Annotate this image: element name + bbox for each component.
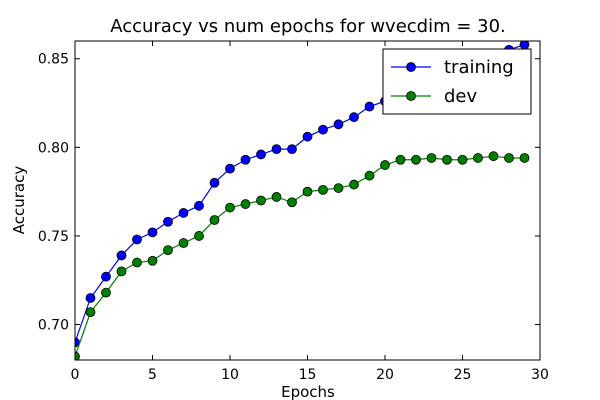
x-tick-label: 5: [148, 367, 157, 383]
data-point-dev-11: [240, 199, 251, 209]
legend-label-training: training: [444, 57, 514, 78]
data-point-training-4: [132, 234, 142, 245]
data-point-training-8: [194, 200, 204, 211]
data-point-dev-18: [349, 179, 359, 190]
data-point-dev-6: [163, 245, 173, 256]
data-point-dev-26: [473, 153, 483, 163]
data-point-training-11: [240, 154, 251, 165]
y-tick-label: 0.70: [38, 318, 69, 334]
data-point-dev-16: [318, 184, 328, 195]
x-tick-label: 15: [299, 367, 317, 383]
data-point-dev-19: [364, 170, 375, 181]
data-point-dev-23: [426, 153, 437, 163]
data-point-training-19: [364, 101, 375, 112]
data-point-dev-15: [302, 186, 313, 197]
legend: training dev: [382, 48, 532, 115]
data-point-training-3: [116, 250, 127, 261]
data-point-dev-5: [147, 255, 158, 266]
data-point-training-17: [333, 119, 344, 130]
y-axis-label: Accuracy: [10, 166, 28, 235]
series-dev: [75, 151, 530, 360]
data-point-dev-28: [504, 153, 514, 163]
legend-label-dev: dev: [444, 86, 478, 107]
axis-ticks: 0 5 10 15 20 25 30 0.70 0.75 0.80 0.85: [38, 41, 549, 383]
data-point-training-6: [163, 216, 173, 227]
y-tick-label: 0.80: [38, 140, 69, 156]
data-point-dev-12: [256, 195, 266, 206]
data-point-dev-29: [519, 153, 530, 163]
data-point-dev-1: [85, 307, 96, 318]
data-point-training-10: [225, 163, 235, 174]
legend-box: [382, 48, 532, 115]
data-point-dev-17: [333, 183, 344, 193]
x-tick-label: 25: [454, 367, 472, 383]
data-point-dev-24: [442, 154, 452, 165]
data-point-training-5: [147, 227, 158, 238]
data-point-dev-4: [132, 257, 142, 268]
data-point-dev-27: [488, 151, 499, 162]
data-point-dev-9: [209, 215, 220, 225]
data-point-training-12: [256, 149, 266, 160]
data-point-dev-20: [380, 160, 390, 170]
data-point-training-16: [318, 124, 328, 135]
data-point-dev-14: [287, 197, 297, 208]
chart-title: Accuracy vs num epochs for wvecdim = 30.: [110, 16, 506, 37]
data-point-dev-22: [411, 154, 421, 165]
data-point-dev-2: [101, 287, 111, 298]
legend-marker-training: [406, 62, 416, 72]
data-point-dev-13: [271, 192, 282, 202]
data-point-training-14: [287, 144, 297, 155]
data-point-dev-21: [395, 154, 406, 165]
data-point-dev-3: [116, 266, 127, 277]
y-tick-label: 0.85: [38, 52, 69, 68]
data-point-training-7: [178, 208, 189, 218]
series-layer: [75, 41, 530, 360]
data-point-dev-8: [194, 231, 204, 241]
x-tick-label: 0: [71, 367, 80, 383]
x-tick-label: 20: [376, 367, 394, 383]
data-point-training-2: [101, 271, 111, 282]
x-tick-label: 30: [531, 367, 549, 383]
y-tick-label: 0.75: [38, 229, 69, 245]
data-point-dev-10: [225, 202, 235, 213]
data-point-training-9: [209, 177, 220, 188]
data-point-training-18: [349, 112, 359, 123]
data-point-dev-25: [457, 154, 468, 165]
data-point-training-15: [302, 131, 313, 142]
legend-marker-dev: [406, 91, 416, 101]
data-point-training-13: [271, 144, 282, 155]
data-point-dev-0: [75, 351, 80, 360]
x-axis-label: Epochs: [281, 383, 335, 400]
data-point-dev-7: [178, 238, 189, 248]
data-point-training-1: [85, 293, 96, 303]
x-tick-label: 10: [221, 367, 239, 383]
